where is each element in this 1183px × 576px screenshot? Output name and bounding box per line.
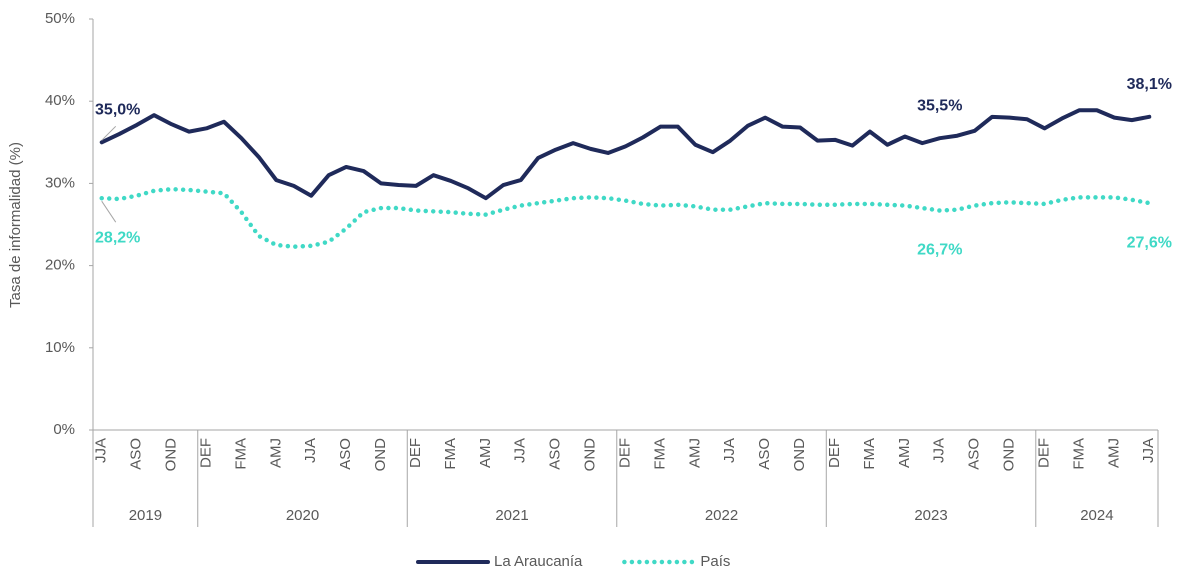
x-tick-label: ASO: [547, 438, 564, 470]
x-tick-label: DEF: [197, 438, 214, 468]
group-label: 2021: [495, 507, 528, 524]
group-label: 2019: [129, 507, 162, 524]
leader-line: [101, 200, 117, 223]
leader-line: [101, 125, 117, 141]
y-tick-label: 40%: [45, 92, 75, 109]
x-tick-label: OND: [1001, 438, 1018, 472]
group-label: 2020: [286, 507, 319, 524]
x-tick-label: OND: [163, 438, 180, 472]
y-tick-label: 10%: [45, 339, 75, 356]
y-axis-label: Tasa de informalidad (%): [7, 142, 24, 308]
x-tick-label: JJA: [302, 438, 319, 463]
x-tick-label: FMA: [651, 438, 668, 470]
data-label: 35,5%: [917, 97, 962, 114]
x-tick-label: FMA: [442, 438, 459, 470]
x-tick-label: OND: [372, 438, 389, 472]
x-tick-label: FMA: [1070, 438, 1087, 470]
x-tick-label: AMJ: [477, 438, 494, 468]
x-tick-label: JJA: [931, 438, 948, 463]
data-label: 26,7%: [917, 242, 962, 259]
y-tick-label: 20%: [45, 257, 75, 274]
x-tick-label: OND: [791, 438, 808, 472]
data-label: 38,1%: [1127, 76, 1172, 93]
x-tick-label: DEF: [1035, 438, 1052, 468]
group-label: 2023: [914, 507, 947, 524]
x-tick-label: AMJ: [267, 438, 284, 468]
x-tick-label: ASO: [756, 438, 773, 470]
y-tick-label: 30%: [45, 174, 75, 191]
x-tick-label: AMJ: [1105, 438, 1122, 468]
data-label: 28,2%: [95, 229, 140, 246]
data-label: 27,6%: [1127, 234, 1172, 251]
series-line: [99, 108, 1152, 201]
data-label: 35,0%: [95, 102, 140, 119]
x-tick-label: OND: [582, 438, 599, 472]
x-tick-label: FMA: [861, 438, 878, 470]
legend-label: La Araucanía: [494, 553, 583, 570]
x-tick-label: JJA: [721, 438, 738, 463]
x-tick-label: JJA: [1140, 438, 1157, 463]
x-tick-label: AMJ: [686, 438, 703, 468]
x-tick-label: FMA: [232, 438, 249, 470]
y-tick-label: 50%: [45, 10, 75, 27]
x-tick-label: DEF: [616, 438, 633, 468]
x-tick-label: ASO: [966, 438, 983, 470]
x-tick-label: DEF: [407, 438, 424, 468]
group-label: 2022: [705, 507, 738, 524]
x-tick-label: AMJ: [896, 438, 913, 468]
x-tick-label: ASO: [128, 438, 145, 470]
x-tick-label: JJA: [93, 438, 110, 463]
x-tick-label: ASO: [337, 438, 354, 470]
x-tick-label: JJA: [512, 438, 529, 463]
x-tick-label: DEF: [826, 438, 843, 468]
series-line: [99, 186, 1152, 249]
group-label: 2024: [1080, 507, 1113, 524]
y-tick-label: 0%: [53, 421, 75, 438]
legend-label: País: [700, 553, 730, 570]
